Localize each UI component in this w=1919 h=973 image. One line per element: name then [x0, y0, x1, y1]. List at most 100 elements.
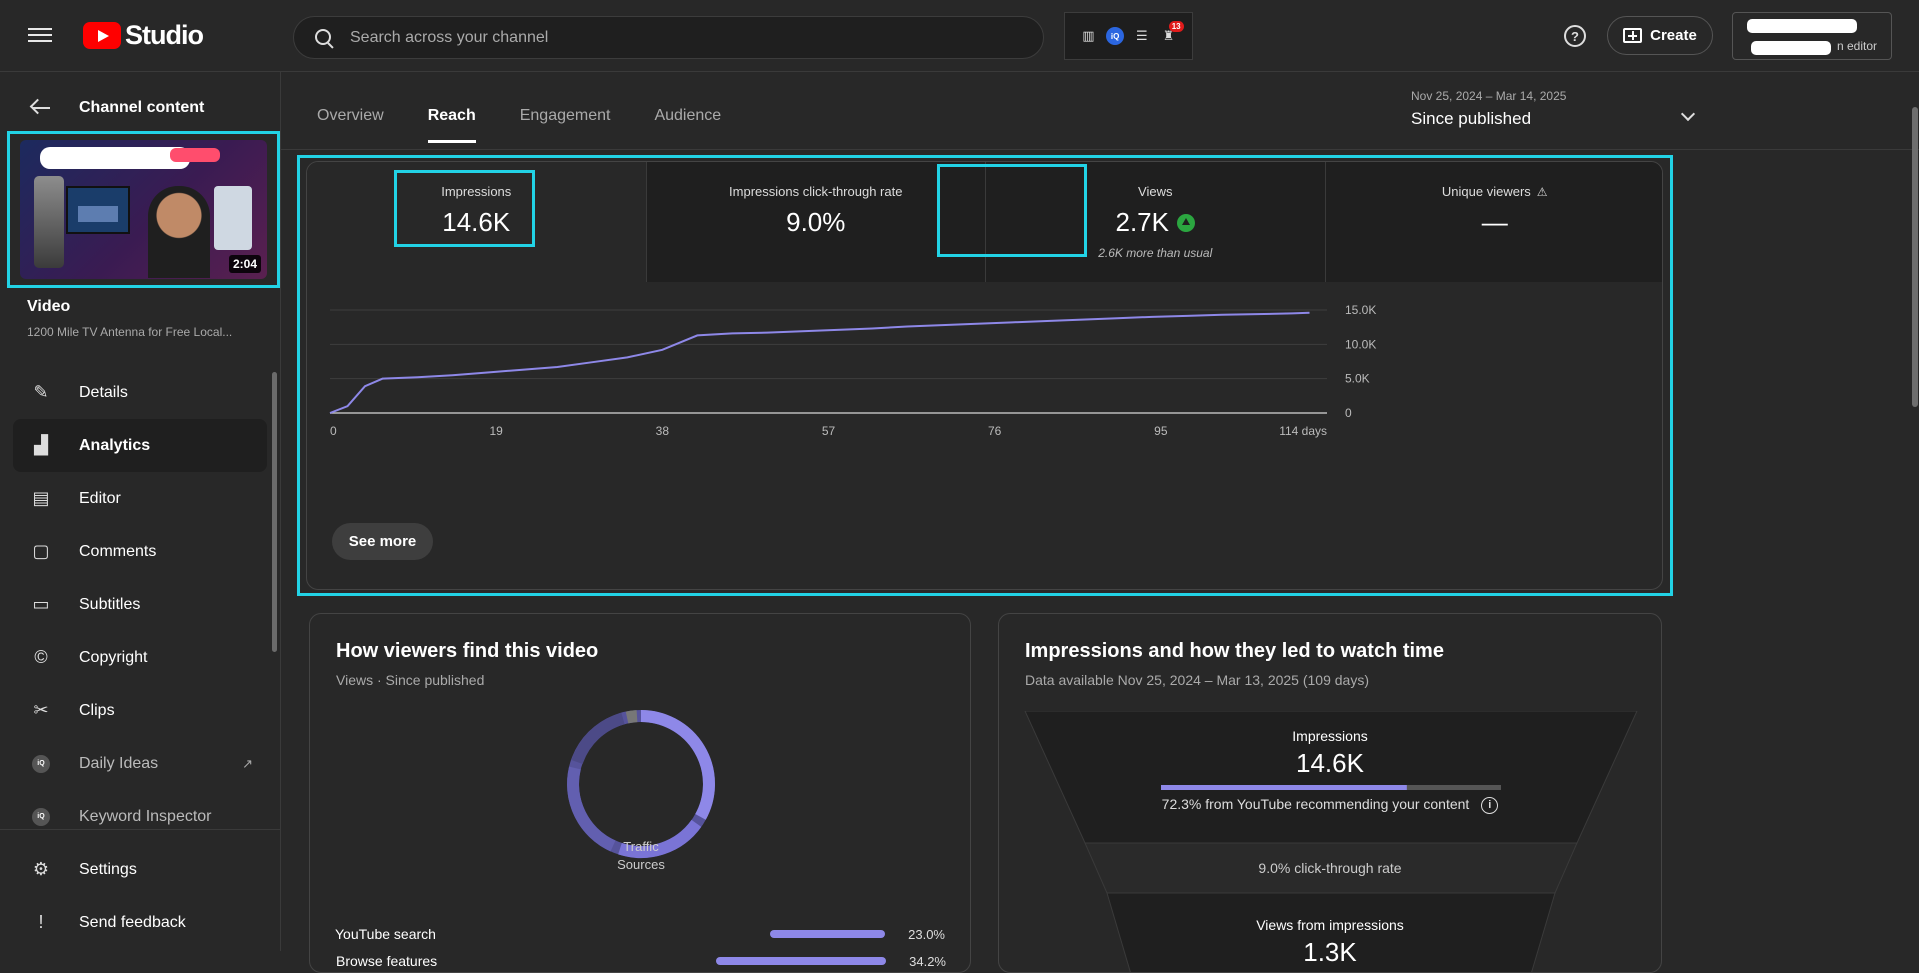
subtitles-icon: ▭ [32, 594, 50, 614]
donut-slice-small [571, 712, 625, 765]
hamburger-menu-icon[interactable] [28, 24, 52, 48]
metric-ctr[interactable]: Impressions click-through rate 9.0% [646, 162, 986, 282]
funnel-impressions-value: 14.6K [1296, 748, 1364, 778]
impressions-line-chart: 0 5.0K 10.0K 15.0K 0 19 38 57 76 95 114 days [329, 303, 1376, 438]
tab-engagement[interactable]: Engagement [519, 107, 611, 124]
date-range-dates: Nov 25, 2024 – Mar 14, 2025 [1411, 89, 1567, 103]
vidiq-dot-icon: iQ [32, 807, 50, 826]
metric-views[interactable]: Views 2.7K 2.6K more than usual [986, 162, 1326, 282]
account-switcher[interactable]: n editor [1732, 12, 1892, 60]
see-more-button[interactable]: See more [332, 523, 433, 560]
reach-card-highlight [297, 155, 1673, 596]
sidebar-item-daily-ideas[interactable]: iQ Daily Ideas ↗ [13, 737, 267, 790]
sidebar-item-settings[interactable]: ⚙ Settings [13, 843, 267, 896]
metric-value-row: 14.6K [307, 207, 646, 238]
info-icon[interactable]: i [1481, 796, 1499, 814]
traffic-row-browse[interactable]: Browse features 34.2% [336, 951, 946, 971]
x-tick-label: 38 [656, 424, 670, 438]
metric-value: 14.6K [442, 207, 511, 237]
sidebar-item-send-feedback[interactable]: ! Send feedback [13, 896, 267, 949]
sidebar-item-details[interactable]: ✎ Details [13, 366, 267, 419]
traffic-donut-chart[interactable] [310, 704, 971, 874]
sidebar-item-analytics[interactable]: ▟ Analytics [13, 419, 267, 472]
redacted-account-name [1747, 19, 1857, 33]
clapper-icon: ▤ [32, 488, 50, 508]
traffic-row-label: YouTube search [335, 926, 436, 942]
video-duration: 2:04 [228, 255, 261, 273]
metric-value-row: 9.0% [647, 207, 986, 238]
search-input[interactable] [350, 28, 950, 47]
back-arrow-icon[interactable] [30, 98, 50, 118]
tab-reach[interactable]: Reach [427, 107, 476, 143]
redacted-thumbnail-text [40, 147, 190, 169]
sidebar-item-copyright[interactable]: © Copyright [13, 631, 267, 684]
sidebar-bottom-nav: ⚙ Settings ! Send feedback [13, 843, 267, 949]
bar-chart-icon[interactable]: ▥ [1082, 28, 1095, 43]
tab-audience[interactable]: Audience [654, 107, 722, 124]
sidebar-scrollbar[interactable] [272, 372, 277, 652]
x-tick-label: 57 [822, 424, 836, 438]
sidebar-item-label: Analytics [79, 436, 151, 454]
views-highlight [937, 164, 1087, 257]
y-tick-label: 15.0K [1345, 303, 1376, 317]
main-content: Overview Reach Engagement Audience Nov 2… [281, 72, 1919, 973]
sidebar-item-subtitles[interactable]: ▭ Subtitles [13, 578, 267, 631]
date-range-picker[interactable]: Nov 25, 2024 – Mar 14, 2025 Since publis… [1411, 89, 1696, 129]
account-role: n editor [1836, 39, 1877, 53]
sidebar: Channel content 2:04 Video 1200 Mile TV … [0, 72, 281, 951]
y-tick-label: 10.0K [1345, 337, 1376, 351]
create-button[interactable]: Create [1607, 16, 1713, 55]
traffic-row-pct: 23.0% [908, 926, 945, 942]
card-title: How viewers find this video [336, 640, 599, 662]
search-bar[interactable] [293, 16, 1044, 59]
top-bar: Studio ▥ iQ ☰ ♜13 ? Create n editor [0, 0, 1919, 72]
x-tick-label: 19 [489, 424, 503, 438]
funnel-views-label: Views from impressions [1256, 917, 1404, 933]
recommend-bar-fill [1161, 785, 1407, 790]
funnel-ctr-text: 9.0% click-through rate [1258, 860, 1402, 876]
metric-unique-viewers[interactable]: Unique viewers ⚠ — [1325, 162, 1663, 282]
x-tick-label: 95 [1154, 424, 1168, 438]
sidebar-item-editor[interactable]: ▤ Editor [13, 472, 267, 525]
sidebar-item-label: Clips [79, 701, 115, 719]
trophy-icon[interactable]: ♜ 13 [1160, 21, 1184, 45]
donut-slice-browse [640, 710, 715, 820]
iq-icon: iQ [28, 804, 54, 830]
impressions-series-line[interactable] [329, 311, 1310, 414]
sidebar-item-label: Send feedback [79, 913, 186, 931]
sidebar-item-clips[interactable]: ✂ Clips [13, 684, 267, 737]
list-icon[interactable]: ☰ [1136, 28, 1148, 43]
sidebar-item-label: Keyword Inspector [79, 807, 212, 825]
reach-card: Impressions 14.6K Impressions click-thro… [306, 161, 1663, 590]
sidebar-item-label: Subtitles [79, 595, 141, 613]
help-icon[interactable]: ? [1564, 25, 1586, 47]
antenna-image [34, 176, 64, 268]
y-tick-label: 5.0K [1345, 372, 1370, 386]
traffic-row-search[interactable]: YouTube search 23.0% [335, 924, 945, 944]
sidebar-item-label: Copyright [79, 648, 148, 666]
metric-label: Impressions [441, 184, 512, 199]
channel-content-back[interactable]: Channel content [0, 92, 281, 124]
vidiq-icon[interactable]: iQ [1106, 27, 1125, 45]
funnel-recommend-text: 72.3% from YouTube recommending your con… [1161, 796, 1470, 812]
create-video-icon [1623, 28, 1643, 43]
video-thumbnail[interactable]: 2:04 [20, 140, 267, 279]
create-label: Create [1650, 27, 1697, 44]
search-icon[interactable] [314, 28, 334, 48]
metric-value-row: — [1326, 207, 1663, 238]
funnel-impressions-label: Impressions [1292, 728, 1368, 744]
main-scrollbar[interactable] [1912, 107, 1918, 407]
sidebar-nav: ✎ Details ▟ Analytics ▤ Editor ▢ Comment… [13, 366, 267, 843]
tab-overview[interactable]: Overview [317, 107, 384, 124]
metric-impressions[interactable]: Impressions 14.6K [307, 162, 647, 282]
sidebar-item-comments[interactable]: ▢ Comments [13, 525, 267, 578]
donut-slice-tiny [625, 710, 638, 724]
sidebar-item-label: Settings [79, 860, 137, 878]
funnel-recommend-row: 72.3% from YouTube recommending your con… [998, 796, 1662, 814]
studio-logo[interactable]: Studio [83, 20, 204, 51]
redacted-account-name-2 [1751, 41, 1831, 55]
traffic-row-label: Browse features [336, 953, 438, 969]
tv-image [66, 186, 130, 234]
comment-icon: ▢ [32, 541, 50, 561]
sidebar-item-keyword-inspector[interactable]: iQ Keyword Inspector [13, 790, 267, 843]
